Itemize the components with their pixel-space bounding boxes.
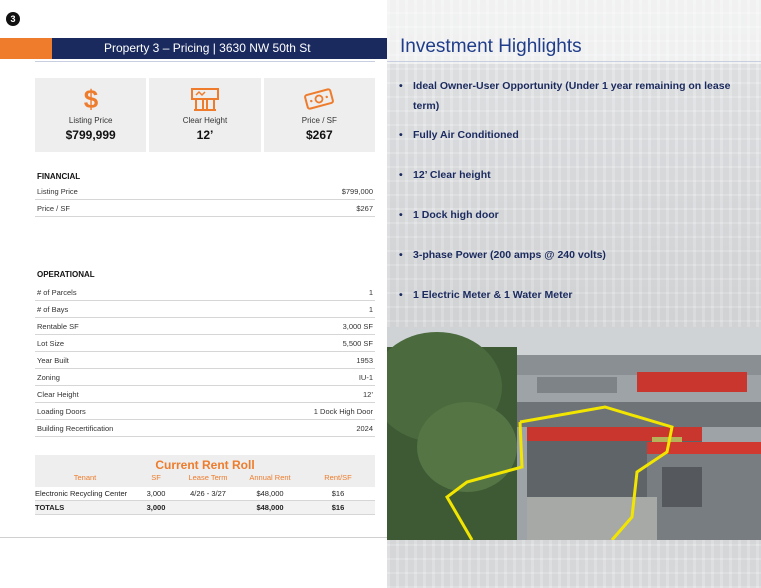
cell-sf: 3,000 (146, 489, 166, 498)
table-row: Building Recertification 2024 (35, 420, 375, 437)
cell-tenant: Electronic Recycling Center (35, 489, 128, 498)
warehouse-icon (190, 84, 220, 114)
money-bill-icon (303, 84, 335, 114)
card-label: Listing Price (68, 116, 113, 125)
page-title: Property 3 – Pricing | 3630 NW 50th St (52, 38, 387, 59)
financial-table: Listing Price $799,000 Price / SF $267 (35, 183, 375, 217)
table-row: Loading Doors 1 Dock High Door (35, 403, 375, 420)
rent-roll-header: Current Rent Roll Tenant SF Lease Term A… (35, 455, 375, 487)
list-item: 1 Dock high door (399, 205, 749, 225)
column-header: Tenant (73, 473, 97, 482)
rent-roll-table: Current Rent Roll Tenant SF Lease Term A… (35, 455, 375, 515)
table-row: Zoning IU-1 (35, 369, 375, 386)
column-header: Lease Term (188, 473, 228, 482)
table-row: Year Built 1953 (35, 352, 375, 369)
page-number-badge: 3 (6, 12, 20, 26)
row-value: 2024 (356, 423, 373, 433)
card-listing-price: $ Listing Price $799,999 (35, 78, 147, 152)
row-label: Price / SF (37, 203, 70, 213)
header-strip (387, 0, 761, 64)
card-value: 12’ (196, 128, 214, 142)
row-value: 1953 (356, 355, 373, 365)
card-value: $267 (305, 128, 333, 142)
row-label: Rentable SF (37, 321, 79, 331)
row-label: Building Recertification (37, 423, 114, 433)
table-row: Electronic Recycling Center 3,000 4/26 -… (35, 487, 375, 501)
rent-roll-columns: Tenant SF Lease Term Annual Rent Rent/SF (35, 472, 375, 482)
row-label: Year Built (37, 355, 69, 365)
rent-roll-title: Current Rent Roll (155, 458, 255, 472)
aerial-property-photo (387, 327, 761, 540)
totals-row: TOTALS 3,000 $48,000 $16 (35, 501, 375, 515)
cell-annual-rent: $48,000 (256, 489, 284, 498)
operational-heading: OPERATIONAL (37, 270, 95, 279)
row-value: $267 (356, 203, 373, 213)
table-row: Clear Height 12’ (35, 386, 375, 403)
card-label: Price / SF (301, 116, 337, 125)
cell-total-rent-per-sf: $16 (331, 503, 345, 512)
row-value: 1 (368, 304, 373, 314)
svg-text:$: $ (83, 86, 98, 112)
table-row: Price / SF $267 (35, 200, 375, 217)
bottom-divider (0, 537, 387, 538)
row-label: Clear Height (37, 389, 79, 399)
list-item: 12’ Clear height (399, 165, 749, 185)
cell-total-label: TOTALS (35, 503, 65, 512)
row-value: 3,000 SF (342, 321, 373, 331)
cell-total-sf: 3,000 (146, 503, 166, 512)
highlights-panel: Investment Highlights Ideal Owner-User O… (387, 0, 761, 588)
cell-lease-term: 4/26 - 3/27 (190, 489, 226, 498)
column-header: Rent/SF (324, 473, 352, 482)
table-row: Rentable SF 3,000 SF (35, 318, 375, 335)
summary-cards: $ Listing Price $799,999 Clear Height 12… (35, 78, 375, 152)
list-item: Ideal Owner-User Opportunity (Under 1 ye… (399, 76, 749, 116)
table-row: # of Parcels 1 (35, 284, 375, 301)
row-label: # of Parcels (37, 287, 77, 297)
highlights-title: Investment Highlights (400, 36, 582, 57)
list-item: 1 Electric Meter & 1 Water Meter (399, 285, 749, 305)
list-item: 3-phase Power (200 amps @ 240 volts) (399, 245, 749, 265)
row-label: Loading Doors (37, 406, 86, 416)
cell-rent-per-sf: $16 (331, 489, 345, 498)
cell-total-annual-rent: $48,000 (256, 503, 284, 512)
row-value: IU-1 (358, 372, 373, 382)
row-value: 1 (368, 287, 373, 297)
row-label: Listing Price (37, 186, 78, 196)
operational-table: # of Parcels 1 # of Bays 1 Rentable SF 3,00… (35, 284, 375, 437)
dollar-sign-icon: $ (81, 84, 101, 114)
list-item: Fully Air Conditioned (399, 125, 749, 145)
row-label: Lot Size (37, 338, 65, 348)
column-header: SF (151, 473, 161, 482)
row-label: Zoning (37, 372, 60, 382)
title-accent-block (0, 38, 52, 59)
highlights-divider (387, 61, 761, 62)
title-divider (35, 61, 375, 62)
column-header: Annual Rent (249, 473, 291, 482)
financial-heading: FINANCIAL (37, 172, 81, 181)
table-row: Listing Price $799,000 (35, 183, 375, 200)
row-value: $799,000 (341, 186, 373, 196)
highlights-list: Ideal Owner-User Opportunity (Under 1 ye… (399, 76, 749, 306)
table-row: # of Bays 1 (35, 301, 375, 318)
row-label: # of Bays (37, 304, 69, 314)
card-label: Clear Height (182, 116, 228, 125)
table-row: Lot Size 5,500 SF (35, 335, 375, 352)
card-value: $799,999 (65, 128, 116, 142)
card-price-per-sf: Price / SF $267 (263, 78, 375, 152)
row-value: 1 Dock High Door (313, 406, 373, 416)
row-value: 12’ (362, 389, 373, 399)
card-clear-height: Clear Height 12’ (149, 78, 261, 152)
row-value: 5,500 SF (342, 338, 373, 348)
